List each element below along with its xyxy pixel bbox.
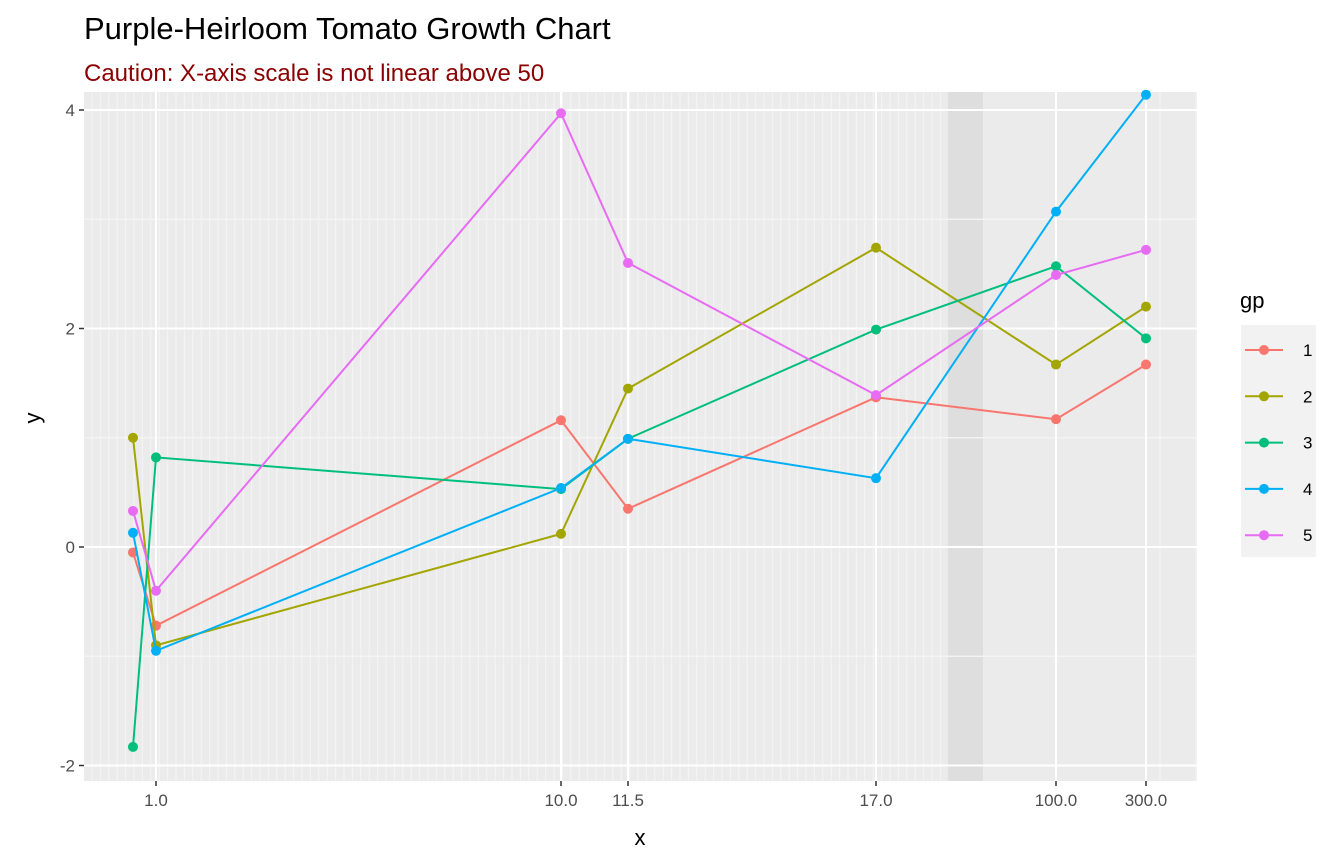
series-layer bbox=[128, 89, 1151, 752]
series-1 bbox=[128, 359, 1151, 631]
plot-panel bbox=[84, 92, 1197, 781]
series-5 bbox=[128, 108, 1151, 596]
legend-key-background bbox=[1241, 325, 1316, 557]
data-point bbox=[128, 505, 138, 516]
legend-key-point bbox=[1259, 483, 1269, 494]
legend-label: 5 bbox=[1303, 526, 1312, 545]
legend-label: 4 bbox=[1303, 480, 1312, 499]
data-point bbox=[623, 503, 633, 514]
data-point bbox=[128, 527, 138, 538]
data-point bbox=[1141, 89, 1151, 100]
y-tick-label: 2 bbox=[66, 320, 75, 339]
legend-label: 3 bbox=[1303, 434, 1312, 453]
data-point bbox=[1051, 414, 1061, 425]
data-point bbox=[871, 390, 881, 401]
data-point bbox=[871, 324, 881, 335]
data-point bbox=[871, 473, 881, 484]
series-2 bbox=[128, 242, 1151, 651]
data-point bbox=[1051, 261, 1061, 272]
x-tick-label: 11.5 bbox=[612, 791, 644, 810]
y-tick-label: 0 bbox=[66, 538, 75, 557]
shaded-band bbox=[948, 92, 983, 781]
data-point bbox=[556, 415, 566, 426]
series-4 bbox=[128, 89, 1151, 656]
data-point bbox=[556, 528, 566, 539]
legend-key-point bbox=[1259, 530, 1269, 541]
x-tick-label: 300.0 bbox=[1125, 791, 1168, 810]
data-point bbox=[623, 383, 633, 394]
legend-key-point bbox=[1259, 437, 1269, 448]
y-tick-label: 4 bbox=[66, 101, 75, 120]
data-point bbox=[151, 452, 161, 463]
data-point bbox=[1051, 269, 1061, 280]
x-tick-label: 17.0 bbox=[859, 791, 892, 810]
legend-title: gp bbox=[1240, 288, 1264, 313]
x-tick-label: 1.0 bbox=[144, 791, 168, 810]
x-tick-label: 100.0 bbox=[1035, 791, 1078, 810]
panel-background bbox=[84, 92, 1197, 781]
axes: -2 0 2 4 1.0 10.0 11.5 17.0 100.0 300.0 bbox=[60, 101, 1167, 810]
data-point bbox=[151, 645, 161, 656]
data-point bbox=[1051, 206, 1061, 217]
y-tick-label: -2 bbox=[60, 757, 75, 776]
data-point bbox=[1051, 359, 1061, 370]
data-point bbox=[128, 741, 138, 752]
data-point bbox=[128, 432, 138, 443]
legend-key-point bbox=[1259, 345, 1269, 355]
x-axis-title: x bbox=[635, 825, 646, 850]
data-point bbox=[151, 585, 161, 596]
y-axis-title: y bbox=[20, 413, 45, 424]
data-point bbox=[1141, 301, 1151, 312]
legend-label: 2 bbox=[1303, 387, 1312, 406]
data-point bbox=[556, 108, 566, 119]
data-point bbox=[623, 433, 633, 444]
data-point bbox=[556, 483, 566, 494]
data-point bbox=[623, 257, 633, 268]
x-tick-label: 10.0 bbox=[544, 791, 577, 810]
data-point bbox=[1141, 244, 1151, 255]
data-point bbox=[871, 242, 881, 253]
chart-title: Purple-Heirloom Tomato Growth Chart bbox=[84, 11, 611, 46]
chart-subtitle: Caution: X-axis scale is not linear abov… bbox=[84, 60, 544, 87]
legend: gp 1 2 3 4 5 bbox=[1240, 288, 1316, 557]
legend-label: 1 bbox=[1303, 341, 1312, 360]
legend-key-point bbox=[1259, 391, 1269, 402]
data-point bbox=[1141, 333, 1151, 344]
data-point bbox=[1141, 359, 1151, 370]
